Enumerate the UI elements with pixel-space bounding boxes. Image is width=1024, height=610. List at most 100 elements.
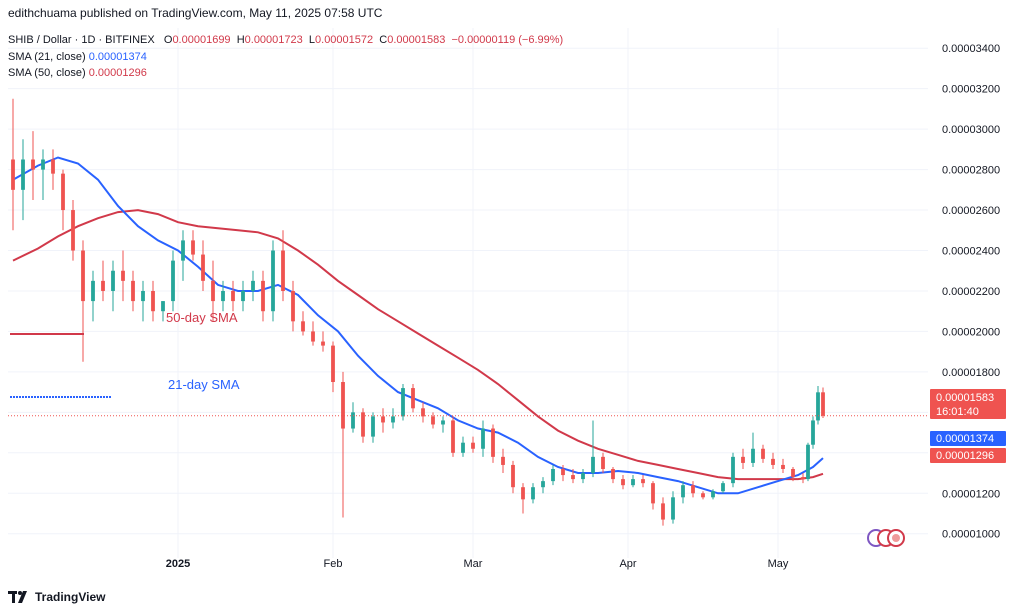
candle-down <box>691 481 695 498</box>
candle-up <box>41 149 45 200</box>
candle-down <box>451 416 455 457</box>
symbol-label[interactable]: SHIB / Dollar · 1D · BITFINEX <box>8 34 155 46</box>
candle-down <box>321 331 325 352</box>
candle-down <box>311 321 315 346</box>
candle-body <box>581 473 585 480</box>
candle-down <box>11 98 15 231</box>
candle-up <box>811 416 815 449</box>
candle-body <box>351 412 355 429</box>
sma50-legend-label: SMA (50, close) <box>8 67 86 79</box>
candle-body <box>741 456 745 463</box>
candle-up <box>181 230 185 281</box>
candle-down <box>191 230 195 261</box>
candle-down <box>61 169 65 231</box>
candle-down <box>561 464 565 482</box>
candle-down <box>651 481 655 510</box>
sma21-legend-label: SMA (21, close) <box>8 50 86 63</box>
candlestick-series <box>11 98 825 526</box>
candle-body <box>781 464 785 469</box>
candle-up <box>541 477 545 494</box>
candle-up <box>221 280 225 312</box>
sma21-legend-value: 0.00001374 <box>88 50 147 63</box>
candle-up <box>91 270 95 322</box>
candle-body <box>591 456 595 474</box>
chart-canvas[interactable]: 0.000010000.000012000.000014000.00001600… <box>0 28 1024 580</box>
y-tick-label: 0.00001200 <box>942 488 1000 500</box>
x-tick-label: 2025 <box>166 558 190 570</box>
candle-body <box>791 468 795 478</box>
x-axis[interactable]: 2025 Feb Mar Apr May <box>166 558 789 570</box>
tradingview-logo-icon <box>8 591 27 603</box>
candle-up <box>161 301 165 322</box>
candle-body <box>111 270 115 291</box>
candle-body <box>91 280 95 302</box>
publisher-line: edithchuama published on TradingView.com… <box>8 6 383 20</box>
candle-up <box>241 280 245 312</box>
sma21-badge-value: 0.00001374 <box>936 433 994 445</box>
candle-body <box>411 388 415 409</box>
tradingview-footer[interactable]: TradingView <box>8 590 105 604</box>
candle-body <box>11 159 15 190</box>
candle-up <box>141 280 145 322</box>
open-value: 0.00001699 <box>172 34 231 46</box>
candle-body <box>201 254 205 281</box>
candle-down <box>781 458 785 474</box>
candle-body <box>451 420 455 453</box>
candle-body <box>331 345 335 383</box>
candle-up <box>681 481 685 504</box>
y-tick-label: 0.00001800 <box>942 367 1000 379</box>
candle-up <box>591 420 595 478</box>
candle-up <box>481 420 485 457</box>
legend-sma21-row[interactable]: SMA (21, close) 0.00001374 <box>8 49 563 66</box>
candle-body <box>361 412 365 437</box>
candle-down <box>341 371 345 518</box>
candle-body <box>71 210 75 251</box>
low-value: 0.00001572 <box>315 34 374 46</box>
candle-up <box>271 240 275 322</box>
candle-down <box>501 448 505 474</box>
y-tick-label: 0.00002400 <box>942 246 1000 258</box>
candle-body <box>321 341 325 346</box>
legend-sma50-row[interactable]: SMA (50, close) 0.00001296 <box>8 65 563 82</box>
candle-body <box>261 280 265 312</box>
candle-up <box>551 464 555 486</box>
close-label: C <box>379 34 388 46</box>
sma21-annotation: 21-day SMA <box>168 377 240 392</box>
sma50-annotation: 50-day SMA <box>166 310 238 325</box>
candle-body <box>301 321 305 332</box>
candle-body <box>551 468 555 482</box>
y-tick-label: 0.00003400 <box>942 43 1000 55</box>
candle-down <box>151 280 155 322</box>
candle-body <box>241 290 245 302</box>
sma50-legend-value: 0.00001296 <box>88 67 147 79</box>
candle-down <box>791 466 795 482</box>
candle-body <box>31 159 35 170</box>
candle-down <box>331 341 335 393</box>
candle-down <box>81 240 85 362</box>
candle-body <box>311 331 315 342</box>
candle-up <box>531 483 535 504</box>
candle-body <box>821 392 825 416</box>
candle-body <box>711 491 715 498</box>
candle-down <box>621 475 625 490</box>
event-flags-icon[interactable] <box>867 529 905 547</box>
candle-body <box>161 301 165 312</box>
y-axis[interactable]: 0.000010000.000012000.000014000.00001600… <box>942 43 1000 540</box>
candle-up <box>111 260 115 312</box>
candle-down <box>301 311 305 336</box>
candle-body <box>531 487 535 500</box>
candle-body <box>81 250 85 302</box>
candle-body <box>171 260 175 302</box>
high-value: 0.00001723 <box>244 34 303 46</box>
candle-body <box>461 442 465 453</box>
legend-ohlc-row: SHIB / Dollar · 1D · BITFINEX O0.0000169… <box>8 32 563 49</box>
candle-up <box>441 416 445 433</box>
candle-body <box>131 280 135 302</box>
candle-down <box>201 240 205 291</box>
candle-up <box>631 475 635 488</box>
candle-up <box>401 384 405 421</box>
candle-body <box>251 280 255 291</box>
candle-body <box>816 392 820 421</box>
candle-body <box>41 159 45 170</box>
candle-up <box>751 432 755 467</box>
